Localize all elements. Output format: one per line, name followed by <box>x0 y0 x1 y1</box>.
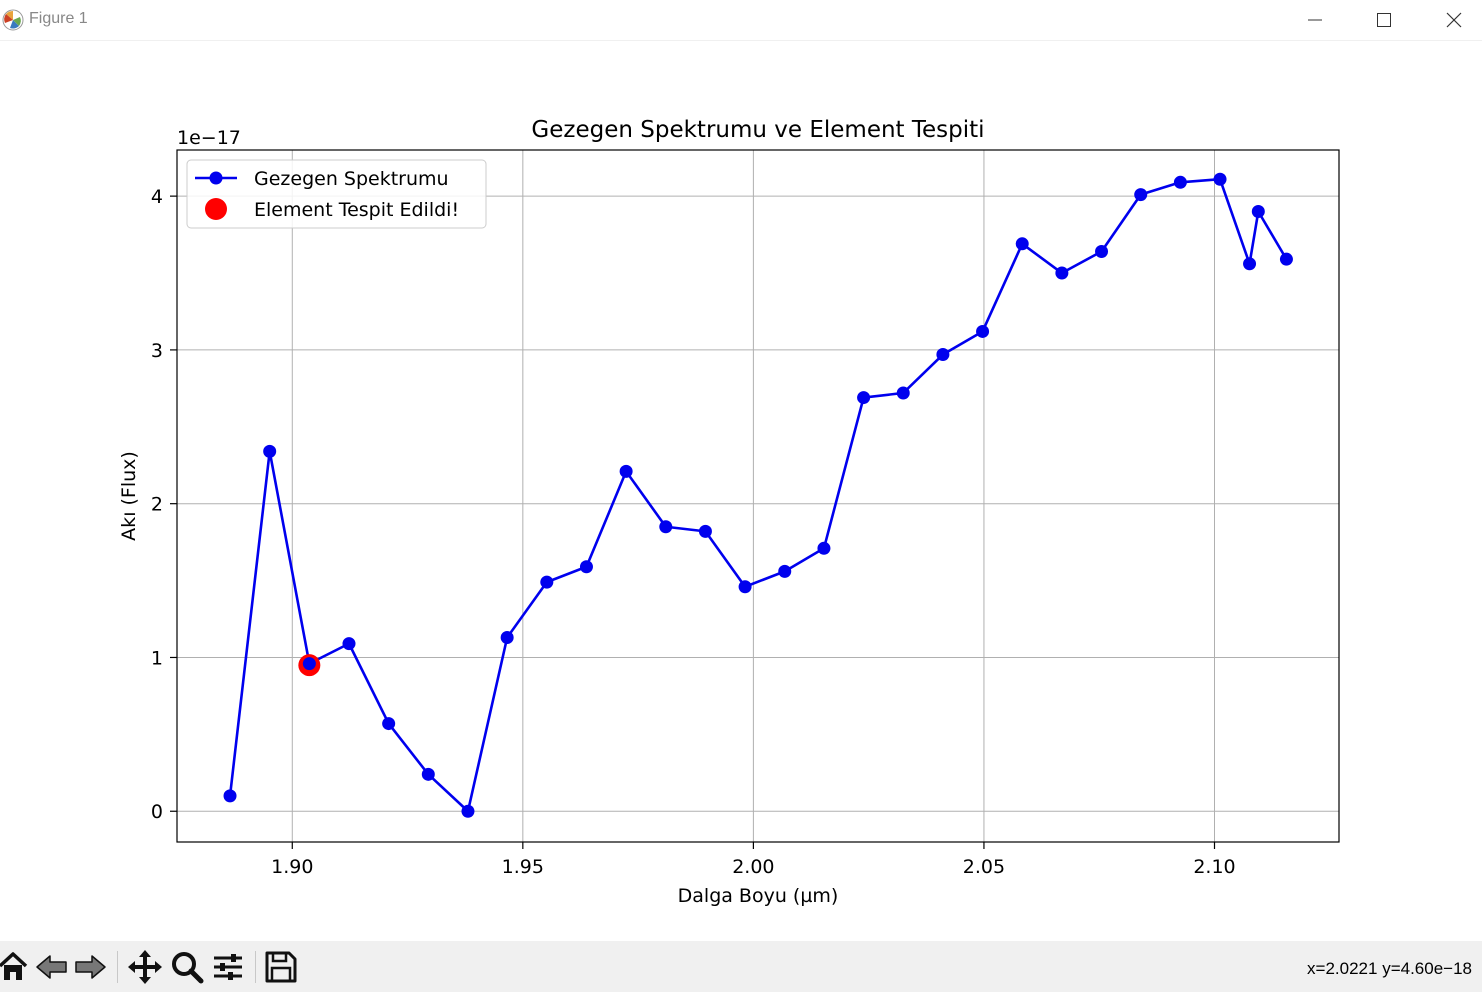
pan-button[interactable] <box>127 949 163 985</box>
zoom-icon <box>172 952 204 984</box>
configure-icon <box>214 954 242 980</box>
matplotlib-icon <box>2 9 24 31</box>
close-button[interactable] <box>1420 0 1482 40</box>
spectrum-point <box>302 657 316 671</box>
legend-marker-swatch <box>209 171 223 185</box>
pan-icon <box>128 950 162 984</box>
cursor-coordinates: x=2.0221 y=4.60e−18 <box>1307 959 1472 978</box>
home-icon <box>0 952 28 980</box>
y-offset-label: 1e−17 <box>177 127 241 149</box>
y-tick-label: 4 <box>151 186 163 208</box>
back-icon <box>36 955 67 979</box>
y-tick-label: 1 <box>151 647 163 669</box>
x-tick-label: 1.95 <box>502 856 544 878</box>
spectrum-point <box>619 464 633 478</box>
window-title: Figure 1 <box>29 10 88 27</box>
navigation-toolbar: x=2.0221 y=4.60e−18 <box>0 941 1482 992</box>
spectrum-point <box>1279 252 1293 266</box>
spectrum-point <box>461 804 475 818</box>
spectrum-point <box>659 520 673 534</box>
spectrum-point <box>1243 257 1257 271</box>
spectrum-line <box>228 177 1288 813</box>
zoom-button[interactable] <box>169 949 205 985</box>
back-button[interactable] <box>34 949 70 985</box>
legend: Gezegen Spektrumu Element Tespit Edildi! <box>186 159 487 229</box>
spectrum-point <box>223 789 237 803</box>
y-tick-label: 3 <box>151 340 163 362</box>
maximize-button[interactable] <box>1350 0 1418 40</box>
spectrum-point <box>738 580 752 594</box>
x-tick-label: 2.10 <box>1193 856 1235 878</box>
spectrum-point <box>382 717 396 731</box>
forward-button[interactable] <box>72 949 108 985</box>
save-button[interactable] <box>263 949 299 985</box>
close-icon <box>1446 12 1462 28</box>
legend-label: Element Tespit Edildi! <box>254 199 459 221</box>
grid-lines <box>177 150 1339 842</box>
spectrum-point <box>896 386 910 400</box>
forward-icon <box>75 955 106 979</box>
configure-button[interactable] <box>211 949 247 985</box>
tick-layer: 1.90 1.95 2.00 2.05 2.10 0 1 2 3 4 <box>151 186 1236 878</box>
spectrum-point <box>817 541 831 555</box>
maximize-icon <box>1377 13 1391 27</box>
spectrum-point <box>1095 244 1109 258</box>
toolbar-separator <box>255 951 256 983</box>
spectrum-point <box>698 524 712 538</box>
spectrum-point <box>778 564 792 578</box>
spectrum-point <box>500 630 514 644</box>
legend-label: Gezegen Spektrumu <box>254 168 449 190</box>
x-tick-label: 1.90 <box>271 856 313 878</box>
spectrum-chart: 1.90 1.95 2.00 2.05 2.10 0 1 2 3 4 Gezegen Spektr… <box>118 117 1340 907</box>
toolbar-separator <box>117 951 118 983</box>
spectrum-point <box>579 560 593 574</box>
spectrum-point <box>1055 266 1069 280</box>
spectrum-point <box>421 767 435 781</box>
x-tick-label: 2.00 <box>732 856 774 878</box>
window-titlebar: Figure 1 <box>0 0 1482 41</box>
save-icon <box>265 951 297 983</box>
y-axis-label: Akı (Flux) <box>118 451 140 541</box>
minimize-icon <box>1308 19 1322 21</box>
legend-frame <box>186 159 487 229</box>
chart-title: Gezegen Spektrumu ve Element Tespiti <box>531 117 984 143</box>
figure-canvas[interactable]: 1.90 1.95 2.00 2.05 2.10 0 1 2 3 4 Gezegen Spektr… <box>0 41 1482 941</box>
spectrum-point <box>936 348 950 362</box>
spectrum-point <box>1134 188 1148 202</box>
spectrum-point <box>342 637 356 651</box>
y-tick-label: 0 <box>151 801 163 823</box>
spectrum-point <box>857 391 871 405</box>
axes-frame <box>176 149 1340 843</box>
spectrum-point <box>1251 205 1265 219</box>
spectrum-point <box>540 575 554 589</box>
spectrum-point <box>976 324 990 338</box>
spectrum-point <box>1015 237 1029 251</box>
y-tick-label: 2 <box>151 494 163 516</box>
series-layer <box>223 172 1293 818</box>
spectrum-point <box>1213 172 1227 186</box>
minimize-button[interactable] <box>1281 0 1349 40</box>
x-tick-label: 2.05 <box>963 856 1005 878</box>
spectrum-point <box>263 444 277 458</box>
home-button[interactable] <box>0 949 32 985</box>
legend-detection-swatch <box>205 198 227 220</box>
spectrum-point <box>1173 175 1187 189</box>
x-axis-label: Dalga Boyu (µm) <box>678 885 839 907</box>
